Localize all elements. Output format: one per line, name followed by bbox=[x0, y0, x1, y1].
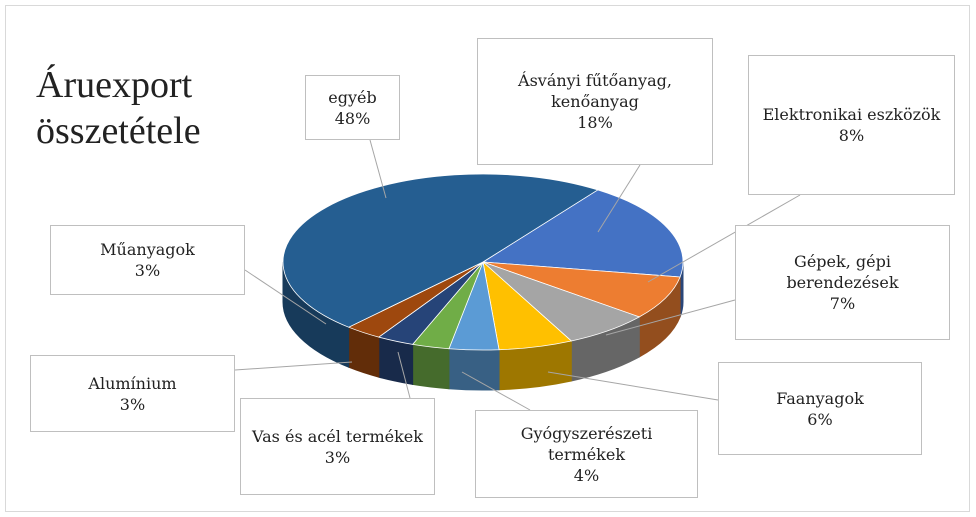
data-label: Alumínium 3% bbox=[30, 355, 235, 432]
chart-border bbox=[5, 5, 970, 512]
data-label: egyéb 48% bbox=[305, 75, 400, 140]
chart-title: Áruexport összetétele bbox=[36, 64, 201, 152]
slice bbox=[282, 173, 599, 328]
label-category: egyéb bbox=[328, 87, 377, 107]
label-value: 3% bbox=[134, 261, 161, 280]
label-value: 4% bbox=[573, 465, 600, 485]
slice-side bbox=[412, 343, 450, 390]
label-category: Vas és acél termékek bbox=[252, 426, 423, 446]
label-value: 6% bbox=[807, 409, 833, 429]
label-category: Gépek, gépi berendezések bbox=[786, 252, 899, 292]
label-category: Alumínium bbox=[88, 373, 177, 393]
label-value: 8% bbox=[838, 126, 865, 145]
leader-line bbox=[605, 299, 736, 336]
slice bbox=[481, 189, 684, 278]
data-label: Műanyagok 3% bbox=[50, 225, 245, 295]
label-value: 18% bbox=[577, 113, 613, 132]
label-category: Faanyagok bbox=[776, 388, 864, 408]
leader-line bbox=[369, 139, 387, 199]
slice bbox=[482, 261, 681, 318]
label-value: 48% bbox=[334, 108, 371, 128]
data-label: Gyógyszerészeti termékek 4% bbox=[475, 410, 698, 498]
slice-side bbox=[448, 348, 500, 391]
label-value: 7% bbox=[829, 294, 856, 313]
slice-side bbox=[378, 336, 414, 385]
leader-line bbox=[461, 371, 531, 411]
leader-line bbox=[244, 269, 327, 325]
data-label: Faanyagok 6% bbox=[718, 362, 922, 455]
label-category: Gyógyszerészeti termékek bbox=[520, 423, 653, 464]
data-label: Elektronikai eszközök 8% bbox=[748, 55, 955, 195]
data-label: Ásványi fűtőanyag, kenőanyag 18% bbox=[477, 38, 713, 165]
data-label: Vas és acél termékek 3% bbox=[240, 398, 435, 495]
label-category: Ásványi fűtőanyag, kenőanyag bbox=[518, 71, 672, 111]
label-category: Elektronikai eszközök bbox=[762, 105, 941, 124]
data-label: Gépek, gépi berendezések 7% bbox=[735, 225, 950, 340]
label-value: 3% bbox=[119, 394, 146, 414]
leader-line bbox=[397, 351, 411, 399]
label-category: Műanyagok bbox=[100, 240, 195, 259]
leader-line bbox=[234, 361, 353, 371]
leader-line bbox=[647, 194, 801, 283]
label-value: 3% bbox=[324, 447, 351, 467]
leader-line bbox=[597, 164, 641, 233]
leader-line bbox=[547, 371, 719, 401]
